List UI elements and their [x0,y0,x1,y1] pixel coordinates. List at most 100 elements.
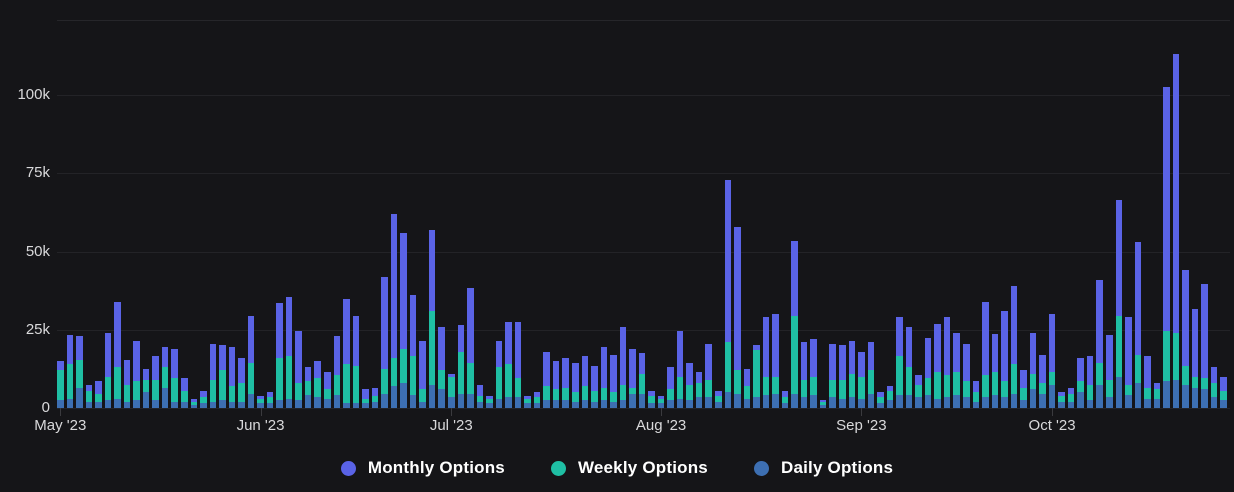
stacked-bar-16[interactable] [209,343,217,408]
stacked-bar-81[interactable] [829,343,836,408]
stacked-bar-4[interactable] [95,381,102,408]
stacked-bar-72[interactable] [743,368,751,408]
stacked-bar-121[interactable] [1210,367,1218,408]
stacked-bar-63[interactable] [657,395,665,408]
stacked-bar-40[interactable] [438,326,445,408]
stacked-bar-46[interactable] [495,340,503,408]
stacked-bar-84[interactable] [858,351,865,408]
stacked-bar-86[interactable] [877,392,884,408]
stacked-bar-117[interactable] [1172,54,1180,408]
stacked-bar-94[interactable] [953,332,960,408]
stacked-bar-6[interactable] [114,301,121,408]
stacked-bar-28[interactable] [324,372,331,408]
stacked-bar-22[interactable] [266,392,274,408]
stacked-bar-73[interactable] [753,345,760,408]
stacked-bar-82[interactable] [839,345,846,408]
stacked-bar-101[interactable] [1020,370,1027,408]
stacked-bar-38[interactable] [419,340,426,408]
stacked-bar-48[interactable] [514,321,522,408]
stacked-bar-52[interactable] [552,361,560,408]
stacked-bar-95[interactable] [962,343,970,408]
stacked-bar-102[interactable] [1029,332,1037,408]
stacked-bar-100[interactable] [1010,285,1018,408]
stacked-bar-111[interactable] [1115,199,1123,408]
stacked-bar-66[interactable] [686,362,693,408]
stacked-bar-25[interactable] [295,331,302,408]
stacked-bar-29[interactable] [333,336,341,408]
stacked-bar-47[interactable] [505,321,512,408]
stacked-bar-19[interactable] [238,357,245,408]
stacked-bar-26[interactable] [304,367,312,408]
stacked-bar-78[interactable] [800,342,808,408]
stacked-bar-24[interactable] [285,296,293,408]
stacked-bar-105[interactable] [1058,392,1065,408]
stacked-bar-32[interactable] [362,389,369,408]
stacked-bar-93[interactable] [943,317,951,408]
stacked-bar-33[interactable] [371,387,379,408]
stacked-bar-96[interactable] [972,381,980,408]
stacked-bar-58[interactable] [610,354,617,408]
stacked-bar-34[interactable] [381,276,388,408]
stacked-bar-61[interactable] [638,353,646,408]
stacked-bar-64[interactable] [667,367,674,408]
stacked-bar-11[interactable] [161,347,169,408]
stacked-bar-21[interactable] [257,395,264,408]
stacked-bar-68[interactable] [705,343,713,408]
stacked-bar-3[interactable] [85,384,93,408]
legend-item-monthly-options[interactable]: Monthly Options [340,458,505,478]
stacked-bar-57[interactable] [600,347,608,408]
stacked-bar-44[interactable] [476,384,484,408]
stacked-bar-39[interactable] [428,229,436,408]
stacked-bar-98[interactable] [991,334,999,408]
stacked-bar-118[interactable] [1182,270,1189,408]
stacked-bar-36[interactable] [400,232,407,408]
stacked-bar-60[interactable] [629,348,636,408]
stacked-bar-90[interactable] [915,375,922,408]
stacked-bar-30[interactable] [343,298,350,408]
stacked-bar-110[interactable] [1106,334,1113,408]
stacked-bar-56[interactable] [591,365,598,408]
legend-item-daily-options[interactable]: Daily Options [753,458,893,478]
legend-item-weekly-options[interactable]: Weekly Options [550,458,708,478]
stacked-bar-41[interactable] [448,373,455,408]
stacked-bar-91[interactable] [924,337,932,408]
stacked-bar-114[interactable] [1144,356,1151,408]
stacked-bar-53[interactable] [562,357,569,408]
stacked-bar-5[interactable] [104,332,112,408]
stacked-bar-74[interactable] [762,317,770,408]
stacked-bar-106[interactable] [1067,387,1075,408]
stacked-bar-65[interactable] [676,331,684,408]
stacked-bar-27[interactable] [314,361,322,408]
stacked-bar-112[interactable] [1125,317,1132,408]
stacked-bar-70[interactable] [724,179,732,408]
stacked-bar-9[interactable] [142,368,150,408]
stacked-bar-51[interactable] [543,351,550,408]
stacked-bar-88[interactable] [896,317,903,408]
stacked-bar-20[interactable] [247,315,255,408]
stacked-bar-80[interactable] [819,400,827,408]
stacked-bar-37[interactable] [409,295,417,408]
stacked-bar-113[interactable] [1134,242,1142,408]
stacked-bar-107[interactable] [1077,357,1084,408]
stacked-bar-7[interactable] [123,359,131,408]
stacked-bar-42[interactable] [457,325,465,408]
stacked-bar-76[interactable] [781,390,789,408]
stacked-bar-75[interactable] [772,314,779,408]
stacked-bar-77[interactable] [791,240,798,408]
stacked-bar-71[interactable] [734,226,741,408]
stacked-bar-89[interactable] [905,326,913,408]
stacked-bar-109[interactable] [1096,279,1104,408]
stacked-bar-49[interactable] [524,395,531,408]
stacked-bar-45[interactable] [486,395,493,408]
stacked-bar-54[interactable] [571,362,579,408]
stacked-bar-103[interactable] [1039,354,1046,408]
stacked-bar-59[interactable] [619,326,627,408]
stacked-bar-10[interactable] [152,356,159,408]
stacked-bar-108[interactable] [1086,356,1094,408]
stacked-bar-18[interactable] [228,347,236,408]
stacked-bar-17[interactable] [219,345,226,408]
stacked-bar-62[interactable] [648,390,655,408]
stacked-bar-1[interactable] [66,334,74,408]
stacked-bar-50[interactable] [533,392,541,408]
stacked-bar-14[interactable] [190,398,198,408]
